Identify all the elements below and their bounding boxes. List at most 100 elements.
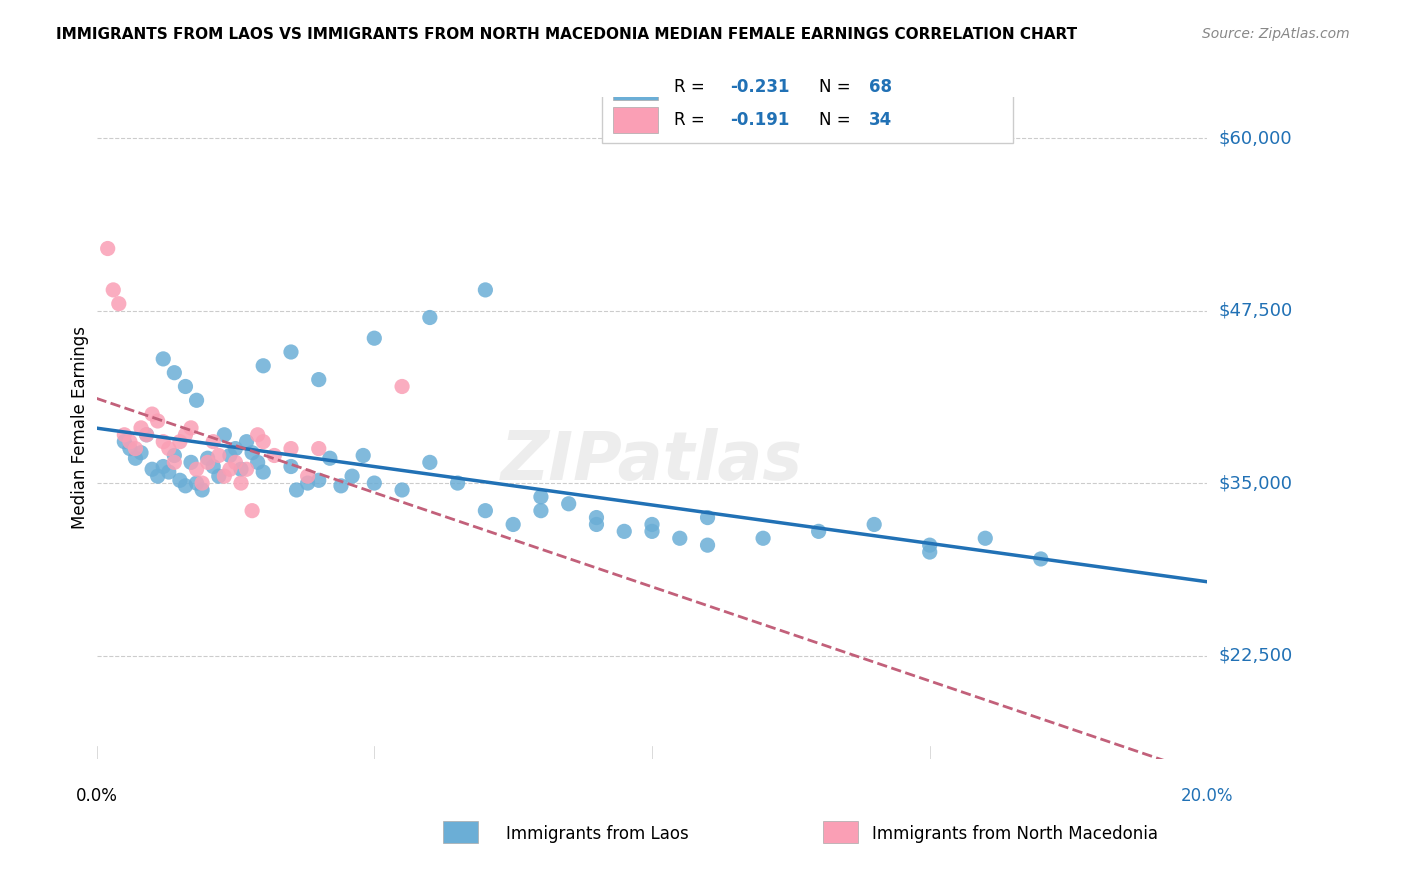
Point xyxy=(174,479,197,493)
Point xyxy=(363,331,385,345)
Point xyxy=(246,455,269,469)
Point xyxy=(219,449,242,463)
Point xyxy=(197,451,219,466)
Point xyxy=(918,538,941,552)
Point xyxy=(391,379,413,393)
Point xyxy=(146,414,169,428)
Point xyxy=(97,242,120,256)
Point xyxy=(252,359,274,373)
Text: $22,500: $22,500 xyxy=(1219,647,1292,665)
Point xyxy=(974,531,997,545)
Point xyxy=(124,442,146,456)
Point xyxy=(191,483,214,497)
Point xyxy=(246,427,269,442)
Point xyxy=(135,427,157,442)
Point xyxy=(157,465,180,479)
Point xyxy=(330,479,353,493)
Point xyxy=(169,473,191,487)
Point xyxy=(169,434,191,449)
Text: N =: N = xyxy=(818,111,855,129)
Text: ZIPatlas: ZIPatlas xyxy=(501,428,803,494)
Point xyxy=(208,469,231,483)
Point xyxy=(340,469,363,483)
Point xyxy=(174,427,197,442)
Point xyxy=(668,531,690,545)
Point xyxy=(197,455,219,469)
Text: -0.191: -0.191 xyxy=(730,111,789,129)
Point xyxy=(280,442,302,456)
Point xyxy=(186,462,208,476)
Text: Immigrants from North Macedonia: Immigrants from North Macedonia xyxy=(872,825,1157,843)
Point xyxy=(863,517,886,532)
Text: 0.0%: 0.0% xyxy=(76,787,118,805)
Point xyxy=(152,434,174,449)
Text: Immigrants from Laos: Immigrants from Laos xyxy=(506,825,689,843)
Point xyxy=(152,351,174,366)
Point xyxy=(202,459,225,474)
Point xyxy=(180,455,202,469)
Bar xyxy=(613,73,658,100)
Point xyxy=(308,442,330,456)
Point xyxy=(502,517,524,532)
Point xyxy=(146,469,169,483)
Text: N =: N = xyxy=(818,78,855,95)
Point xyxy=(235,434,257,449)
Text: 20.0%: 20.0% xyxy=(1181,787,1233,805)
Point xyxy=(229,462,252,476)
Point xyxy=(191,476,214,491)
Point xyxy=(585,510,607,524)
Point xyxy=(214,469,236,483)
Text: Source: ZipAtlas.com: Source: ZipAtlas.com xyxy=(1202,27,1350,41)
Point xyxy=(641,517,664,532)
Point xyxy=(112,434,135,449)
Point xyxy=(229,476,252,491)
Point xyxy=(163,449,186,463)
Text: $60,000: $60,000 xyxy=(1219,129,1292,147)
Point xyxy=(918,545,941,559)
Point xyxy=(280,345,302,359)
Point xyxy=(129,421,152,435)
Point xyxy=(103,283,125,297)
Text: Median Female Earnings: Median Female Earnings xyxy=(70,326,89,529)
Point xyxy=(163,366,186,380)
Point xyxy=(280,459,302,474)
Point xyxy=(163,455,186,469)
Point xyxy=(252,465,274,479)
Point xyxy=(252,434,274,449)
Point xyxy=(585,517,607,532)
Point xyxy=(112,427,135,442)
Point xyxy=(186,476,208,491)
Point xyxy=(214,427,236,442)
Point xyxy=(530,490,553,504)
Point xyxy=(613,524,636,539)
Point xyxy=(391,483,413,497)
Point xyxy=(696,510,718,524)
Point xyxy=(557,497,579,511)
Point xyxy=(180,421,202,435)
Point xyxy=(124,451,146,466)
Point xyxy=(219,462,242,476)
Point xyxy=(285,483,308,497)
Point xyxy=(641,524,664,539)
Text: R =: R = xyxy=(675,111,710,129)
Point xyxy=(474,283,496,297)
Text: 34: 34 xyxy=(869,111,891,129)
Point xyxy=(202,434,225,449)
Point xyxy=(419,455,441,469)
Point xyxy=(1029,552,1052,566)
Point xyxy=(224,455,246,469)
Point xyxy=(235,462,257,476)
Point xyxy=(186,393,208,408)
Point xyxy=(696,538,718,552)
Point xyxy=(224,442,246,456)
Point xyxy=(419,310,441,325)
Point xyxy=(297,469,319,483)
Point xyxy=(474,503,496,517)
Point xyxy=(240,446,263,460)
Point xyxy=(118,434,141,449)
Point xyxy=(135,427,157,442)
Text: -0.231: -0.231 xyxy=(730,78,789,95)
Point xyxy=(752,531,775,545)
Point xyxy=(807,524,830,539)
Text: 68: 68 xyxy=(869,78,891,95)
